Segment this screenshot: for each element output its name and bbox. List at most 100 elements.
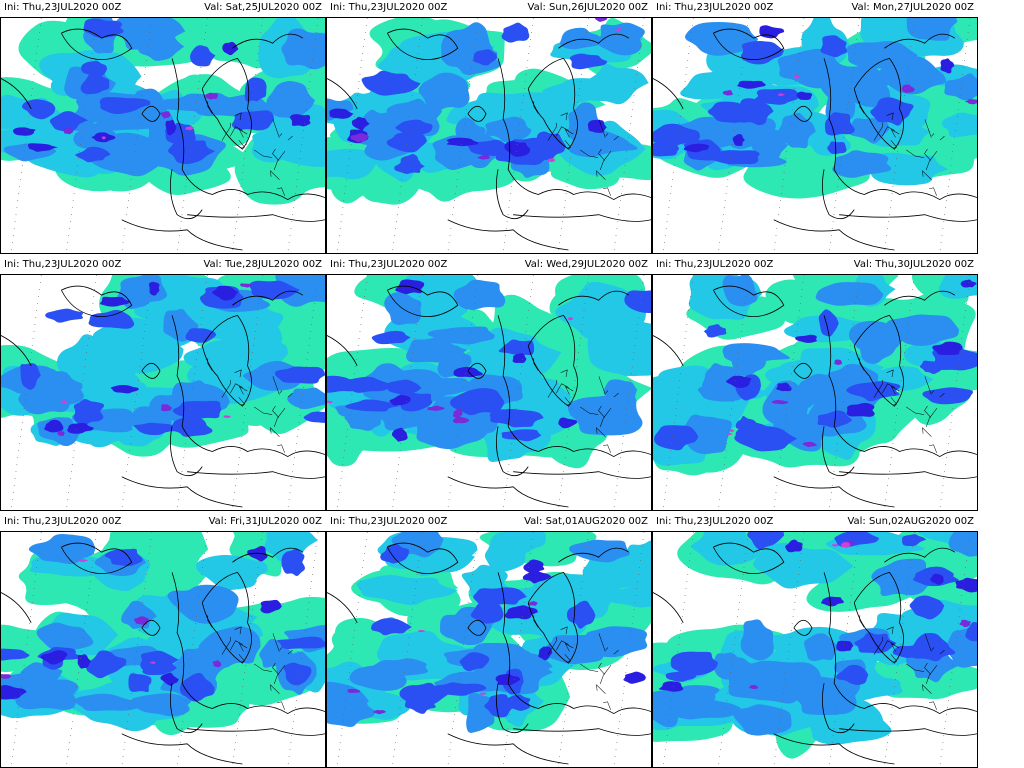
map-canvas: [327, 275, 651, 510]
precip-shading-layer: [417, 630, 487, 695]
coastline: [387, 285, 459, 318]
country-border: [599, 407, 612, 427]
panel-header: Ini: Thu,23JUL2020 00Z Val: Mon,27JUL2020…: [652, 0, 978, 15]
precip-area: [57, 431, 65, 436]
coastline: [527, 57, 578, 150]
precip-area: [722, 275, 758, 307]
coastline: [713, 28, 785, 61]
precip-area: [802, 441, 817, 447]
precip-area: [948, 532, 977, 557]
init-time-label: Ini: Thu,23JUL2020 00Z: [4, 259, 122, 270]
country-border: [547, 636, 557, 655]
precip-area: [477, 154, 491, 160]
init-time-label: Ini: Thu,23JUL2020 00Z: [656, 2, 774, 13]
precip-area: [776, 385, 815, 413]
precip-area: [501, 22, 530, 43]
country-border: [560, 626, 568, 635]
precip-area: [567, 393, 643, 436]
coastline: [823, 58, 977, 201]
country-border: [873, 636, 883, 655]
precip-area: [350, 133, 369, 143]
precip-area: [240, 283, 254, 288]
precip-area: [569, 53, 608, 70]
precip-area: [615, 28, 622, 32]
country-border: [279, 133, 283, 137]
country-border: [273, 664, 286, 684]
precip-area: [531, 131, 566, 161]
border-layer: [207, 615, 293, 710]
precip-area: [351, 116, 370, 131]
precip-area: [707, 101, 759, 123]
coastline: [327, 335, 358, 366]
coastline: [171, 58, 325, 201]
precip-area: [836, 640, 854, 652]
country-border: [580, 663, 599, 672]
precip-area: [86, 650, 127, 679]
coastline: [653, 592, 684, 623]
precip-area: [960, 279, 977, 288]
precip-area: [908, 633, 956, 662]
forecast-panel: Ini: Thu,23JUL2020 00Z Val: Sat,01AUG2020…: [326, 514, 652, 768]
country-border: [270, 170, 280, 180]
precip-area: [559, 27, 603, 50]
coastline: [141, 362, 161, 379]
precip-area: [624, 290, 651, 314]
precip-area: [452, 409, 463, 420]
precip-area: [804, 633, 839, 661]
precip-area: [132, 88, 169, 127]
precip-shading-layer: [63, 92, 219, 135]
country-border: [929, 701, 937, 710]
coastline: [170, 426, 203, 477]
precip-area: [785, 539, 803, 553]
country-border: [533, 101, 539, 114]
coastline: [822, 683, 855, 734]
coastline: [201, 571, 252, 664]
country-border: [906, 663, 925, 672]
precip-area: [212, 285, 239, 301]
coastline: [232, 290, 304, 306]
map-canvas: [1, 18, 325, 253]
precip-area: [836, 664, 869, 685]
coastline-layer: [653, 542, 977, 765]
precip-area: [244, 77, 267, 102]
precip-area: [186, 92, 241, 117]
precip-area: [404, 691, 436, 714]
precip-area: [569, 539, 630, 563]
precip-area: [683, 143, 710, 153]
country-border: [890, 129, 900, 138]
init-time-label: Ini: Thu,23JUL2020 00Z: [656, 516, 774, 527]
country-border: [564, 397, 572, 405]
precip-area: [834, 359, 843, 365]
country-border: [922, 684, 932, 694]
precip-area: [75, 146, 111, 163]
precip-area: [735, 422, 774, 445]
border-layer: [207, 358, 293, 453]
country-border: [931, 133, 935, 137]
country-border: [560, 112, 568, 121]
coastline: [839, 214, 977, 222]
country-border: [890, 140, 898, 148]
precip-area: [327, 684, 365, 711]
precip-area: [400, 154, 419, 172]
country-border: [924, 633, 932, 652]
country-border: [890, 386, 900, 395]
valid-time-label: Val: Sun,26JUL2020 00Z: [527, 2, 649, 13]
map-canvas: [653, 275, 977, 510]
precip-area: [49, 111, 89, 132]
precip-area: [846, 402, 875, 417]
precip-area: [930, 573, 944, 585]
precip-area: [449, 388, 505, 416]
country-border: [931, 647, 935, 651]
country-border: [603, 187, 611, 196]
precip-shading-layer: [831, 541, 851, 548]
country-border: [925, 407, 938, 427]
coastline: [201, 57, 252, 150]
coastline: [793, 362, 813, 379]
precip-area: [63, 128, 74, 135]
precip-area: [527, 601, 538, 606]
precip-area: [222, 41, 239, 56]
country-border: [859, 358, 865, 371]
coastline: [496, 169, 529, 220]
country-border: [890, 397, 898, 405]
coastline-layer: [1, 28, 325, 251]
